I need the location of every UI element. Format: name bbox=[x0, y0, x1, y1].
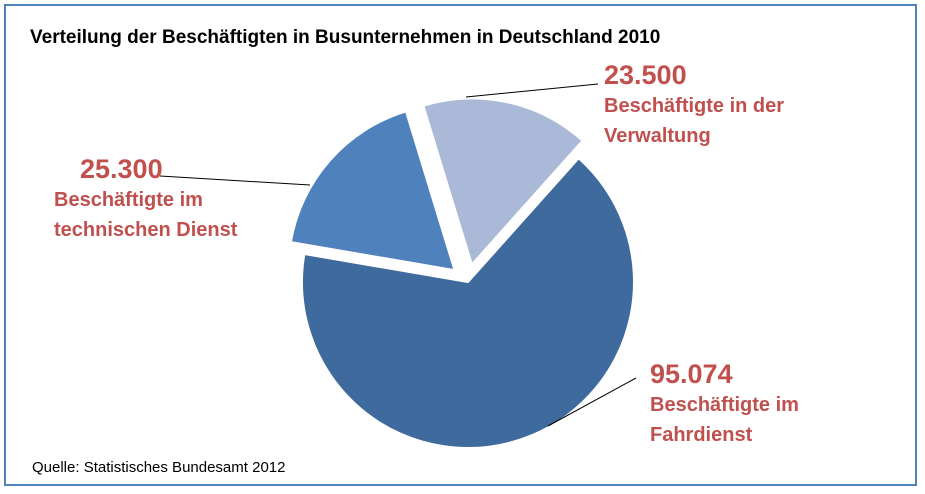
chart-title: Verteilung der Beschäftigten in Busunter… bbox=[30, 27, 660, 48]
pie-slice-1 bbox=[301, 156, 635, 449]
slice-category-label-0-0: Beschäftigte in der bbox=[604, 95, 784, 117]
slice-category-label-2-0: Beschäftigte im bbox=[54, 189, 203, 211]
slice-category-label-1-1: Fahrdienst bbox=[650, 424, 753, 446]
leader-line-1 bbox=[547, 377, 637, 427]
slice-category-label-2-1: technischen Dienst bbox=[54, 219, 238, 241]
chart-frame bbox=[4, 4, 917, 486]
slice-category-label-0-1: Verwaltung bbox=[604, 125, 711, 147]
leader-lines bbox=[159, 83, 637, 427]
slice-value-label-0: 23.500 bbox=[604, 60, 687, 90]
leader-line-0 bbox=[465, 83, 599, 98]
pie-slice-2 bbox=[289, 110, 456, 272]
chart-source: Quelle: Statistisches Bundesamt 2012 bbox=[32, 459, 285, 476]
pie-slice-0 bbox=[422, 97, 584, 267]
slice-labels: 23.500 Beschäftigte in der Verwaltung 95.07… bbox=[54, 60, 799, 446]
leader-line-2 bbox=[159, 175, 311, 186]
slice-value-label-2: 25.300 bbox=[80, 154, 163, 184]
pie-slices bbox=[289, 97, 635, 449]
slice-value-label-1: 95.074 bbox=[650, 359, 733, 389]
slice-category-label-1-0: Beschäftigte im bbox=[650, 394, 799, 416]
